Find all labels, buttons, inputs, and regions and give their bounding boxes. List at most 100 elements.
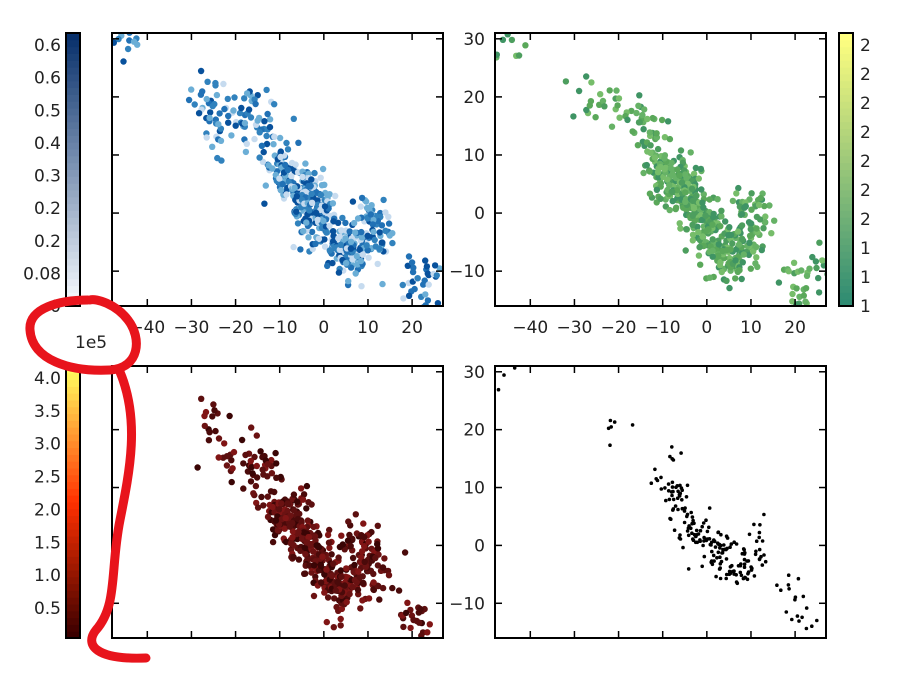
scatter-point — [360, 520, 367, 527]
scatter-point — [775, 583, 779, 587]
scatter-point — [651, 154, 659, 161]
colorbar-segment — [66, 265, 80, 273]
scatter-point — [667, 165, 675, 172]
scatter-point — [722, 543, 726, 547]
scatter-point — [295, 139, 302, 146]
scatter-point — [729, 542, 734, 546]
scatter-point — [732, 540, 736, 544]
scatter-point — [689, 510, 693, 515]
scatter-point — [319, 553, 326, 560]
colorbar-segment — [66, 481, 80, 489]
y-tick-label: −10 — [449, 262, 485, 282]
colorbar-segment — [66, 624, 80, 632]
scatter-point — [352, 229, 359, 236]
scatter-point — [734, 580, 739, 584]
scatter-point — [271, 101, 278, 108]
scatter-point — [355, 568, 362, 575]
scatter-point — [274, 527, 281, 534]
scatter-point — [700, 524, 704, 529]
scatter-point — [730, 569, 735, 574]
scatter-point — [102, 42, 108, 48]
scatter-point — [734, 228, 742, 235]
colorbar-segment — [66, 576, 80, 585]
scatter-point — [583, 73, 590, 80]
scatter-point — [570, 113, 577, 120]
scatter-point — [297, 547, 304, 554]
scatter-point — [338, 227, 345, 234]
scatter-point — [723, 277, 730, 284]
scatter-point — [302, 551, 309, 558]
colorbar-segment — [66, 583, 80, 591]
colorbar-segment — [66, 597, 80, 605]
colorbar-tick-label: 2.0 — [34, 500, 61, 520]
scatter-point — [806, 265, 813, 272]
scatter-point — [371, 236, 378, 244]
scatter-point — [362, 563, 369, 571]
scatter-point — [820, 262, 826, 269]
scatter-point — [819, 257, 826, 264]
scatter-point — [268, 470, 276, 477]
scatter-point — [260, 148, 267, 156]
scatter-point — [301, 544, 308, 551]
scatter-point — [349, 198, 357, 205]
scatter-point — [346, 590, 353, 598]
scatter-point — [815, 274, 822, 282]
colorbar-tick-label: 0.5 — [34, 599, 61, 619]
scatter-point — [689, 197, 696, 204]
scatter-point — [786, 573, 791, 577]
scatter-point — [757, 547, 762, 552]
scatter-point — [735, 184, 742, 192]
scatter-point — [682, 247, 689, 254]
colorbar-segment — [66, 522, 80, 530]
scatter-point — [343, 598, 350, 606]
scatter-point — [746, 571, 750, 576]
scatter-point — [689, 237, 696, 244]
scatter-point — [241, 119, 249, 127]
scatter-point — [700, 564, 704, 569]
scatter-point — [323, 229, 330, 236]
scatter-point — [197, 67, 205, 75]
scatter-point — [255, 114, 263, 122]
scatter-point — [352, 270, 359, 277]
colorbar-tick-label: 0.4 — [34, 134, 61, 154]
scatter-point — [726, 284, 733, 292]
colorbar-segment — [66, 610, 80, 619]
scatter-point — [658, 116, 666, 124]
scatter-point — [670, 457, 674, 461]
scatter-point — [804, 626, 809, 631]
scatter-point — [253, 474, 261, 481]
colorbar-segment — [839, 258, 853, 266]
scatter-point — [682, 198, 689, 205]
scatter-point — [247, 478, 255, 485]
scatter-point — [224, 95, 231, 103]
scatter-point — [263, 132, 270, 140]
scatter-point — [315, 235, 323, 242]
scatter-point — [709, 560, 713, 564]
scatter-point — [738, 211, 746, 218]
colorbar-segment — [66, 434, 80, 442]
scatter-point — [204, 78, 211, 86]
scatter-point — [681, 171, 689, 178]
scatter-point — [504, 33, 511, 38]
colorbar-segment — [66, 80, 80, 89]
scatter-point — [709, 236, 716, 243]
scatter-point — [639, 111, 646, 119]
scatter-point — [677, 494, 682, 498]
scatter-point — [261, 118, 268, 125]
scatter-point — [291, 184, 298, 191]
scatter-point — [753, 552, 758, 557]
scatter-point — [262, 182, 269, 189]
scatter-point — [321, 243, 329, 250]
y-tick-label: −10 — [449, 594, 485, 614]
colorbar-tick-label: 0.2 — [34, 232, 61, 252]
scatter-point — [740, 251, 747, 258]
colorbar-tick-label: 2 — [860, 36, 871, 56]
colorbar-segment — [66, 217, 80, 225]
scatter-point — [666, 135, 674, 143]
colorbar-segment — [839, 135, 853, 143]
scatter-point — [277, 148, 284, 155]
scatter-point — [614, 102, 621, 109]
x-tick-label: 20 — [784, 318, 806, 338]
scatter-point — [326, 191, 333, 198]
colorbar-segment — [839, 189, 853, 198]
